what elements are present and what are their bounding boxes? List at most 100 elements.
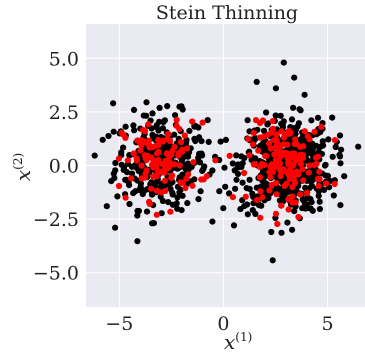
selected-point [273,139,281,146]
sample-point [110,128,117,135]
selected-point [305,169,312,176]
sample-point [272,112,279,119]
selected-point [300,177,307,184]
sample-point [179,106,186,113]
sample-point [134,238,141,245]
sample-point [222,183,229,190]
selected-point [155,148,162,155]
selected-point [278,142,285,149]
selected-point [268,181,275,189]
sample-point [301,199,308,207]
selected-point [153,211,160,218]
selected-point [150,173,157,180]
sample-point [179,192,186,199]
sample-point [132,188,139,195]
selected-point [264,131,271,138]
sample-point [191,135,198,142]
selected-point [285,161,292,168]
sample-point [297,107,304,114]
sample-point [120,164,128,171]
selected-point [283,149,290,157]
selected-point [161,177,168,184]
selected-point [284,141,291,148]
selected-point [273,131,280,138]
selected-point [138,141,145,148]
y-tick-label: 5.0 [49,48,79,70]
sample-point [280,192,287,199]
selected-point [267,145,274,152]
sample-point [307,205,314,212]
sample-point [220,205,227,212]
sample-point [291,208,298,215]
selected-point [277,172,284,180]
selected-point [143,156,150,164]
sample-point [233,176,240,183]
sample-point [232,185,239,192]
selected-point [249,141,256,148]
x-tick-label: 5 [321,313,333,335]
sample-point [172,112,179,119]
selected-point [274,148,281,155]
selected-point [150,157,157,164]
sample-point [184,200,191,207]
sample-point [99,136,106,143]
y-tick-label: −5.0 [33,263,79,285]
sample-point [209,218,216,225]
selected-point [276,166,283,173]
sample-point [217,138,224,145]
sample-point [324,172,331,179]
sample-point [165,199,172,206]
selected-point [274,220,281,228]
sample-point [253,78,260,85]
selected-point [286,168,293,175]
sample-point [169,201,176,208]
selected-point [291,140,298,148]
selected-point [284,155,291,163]
selected-point [280,134,287,141]
sample-point [301,91,308,98]
selected-point [313,160,320,167]
y-axis-label-superscript: (2) [11,153,25,170]
selected-point [289,184,296,191]
sample-point [291,74,298,81]
sample-point [315,188,322,195]
selected-point [171,161,178,168]
sample-point [260,127,268,134]
selected-point [257,134,264,141]
sample-point [143,208,151,215]
selected-point [301,128,308,135]
selected-point [297,143,304,150]
selected-point [311,128,318,135]
sample-point [244,211,251,218]
sample-point [112,159,119,167]
sample-point [171,131,178,138]
selected-point [141,128,149,135]
selected-point [288,174,295,181]
sample-point [205,138,212,145]
selected-point [331,137,339,144]
sample-point [230,222,238,229]
selected-point [255,147,262,154]
selected-point [183,145,190,152]
selected-point [241,169,248,177]
selected-point [281,182,288,189]
y-axis-label: x(2) [11,153,35,181]
selected-point [115,182,123,190]
selected-point [273,191,280,198]
selected-point [143,167,150,174]
selected-point [253,197,261,204]
sample-point [319,138,326,145]
selected-point [246,152,253,159]
sample-point [277,112,284,119]
selected-point [153,187,160,194]
sample-point [241,203,248,210]
sample-point [234,170,242,177]
selected-point [318,123,325,130]
sample-point [110,100,117,107]
sample-point [156,104,163,111]
selected-point [181,132,188,139]
sample-point [105,132,112,140]
sample-point [186,127,193,134]
selected-point [134,137,141,144]
selected-point [133,155,140,162]
